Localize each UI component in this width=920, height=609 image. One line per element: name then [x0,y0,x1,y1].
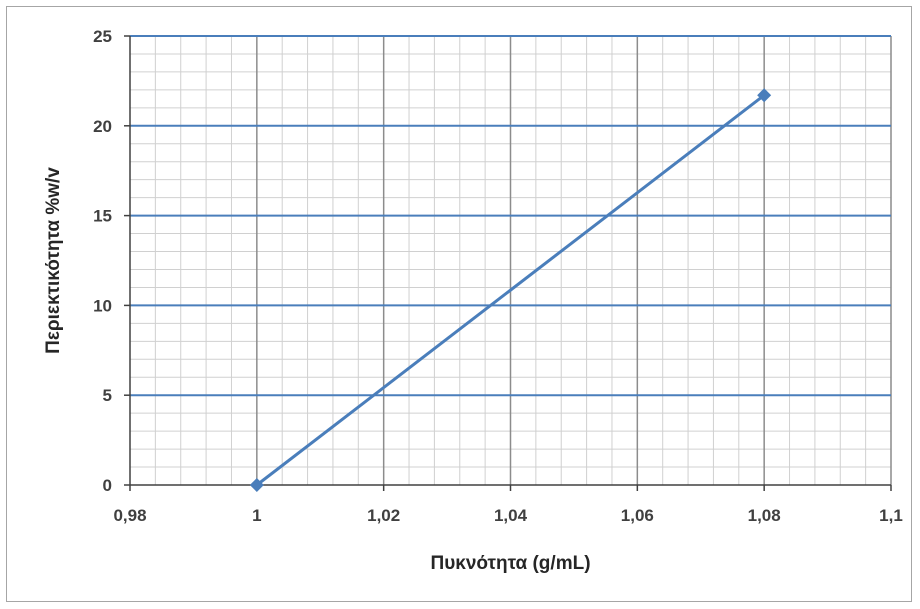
chart-area: 0,98 1 1,02 1,04 1,06 1,08 1,1 0 5 10 15 20 25 Πυκν… [6,6,912,602]
x-tick-labels: 0,98 1 1,02 1,04 1,06 1,08 1,1 [113,485,903,525]
y-tick-label: 20 [93,117,112,136]
y-tick-label: 25 [93,27,112,46]
x-tick-label: 1 [252,506,261,525]
y-axis-title: Περιεκτικότητα %w/v [43,167,64,354]
x-tick-label: 1,04 [494,506,528,525]
y-tick-label: 10 [93,296,112,315]
line-chart: 0,98 1 1,02 1,04 1,06 1,08 1,1 0 5 10 15 20 25 Πυκν… [43,27,903,574]
series-line [255,94,766,487]
x-tick-label: 1,08 [748,506,781,525]
x-tick-label: 1,02 [367,506,400,525]
y-tick-label: 15 [93,207,112,226]
data-point-marker [249,478,264,492]
x-axis-title: Πυκνότητα (g/mL) [430,553,590,574]
data-point-marker [757,88,772,103]
y-tick-label: 5 [103,386,112,405]
x-tick-label: 1,06 [621,506,654,525]
y-tick-label: 0 [103,476,112,495]
x-tick-label: 0,98 [113,506,146,525]
y-tick-labels: 0 5 10 15 20 25 [93,27,130,495]
data-series [249,88,772,492]
gridlines [130,35,892,485]
x-tick-label: 1,1 [879,506,903,525]
